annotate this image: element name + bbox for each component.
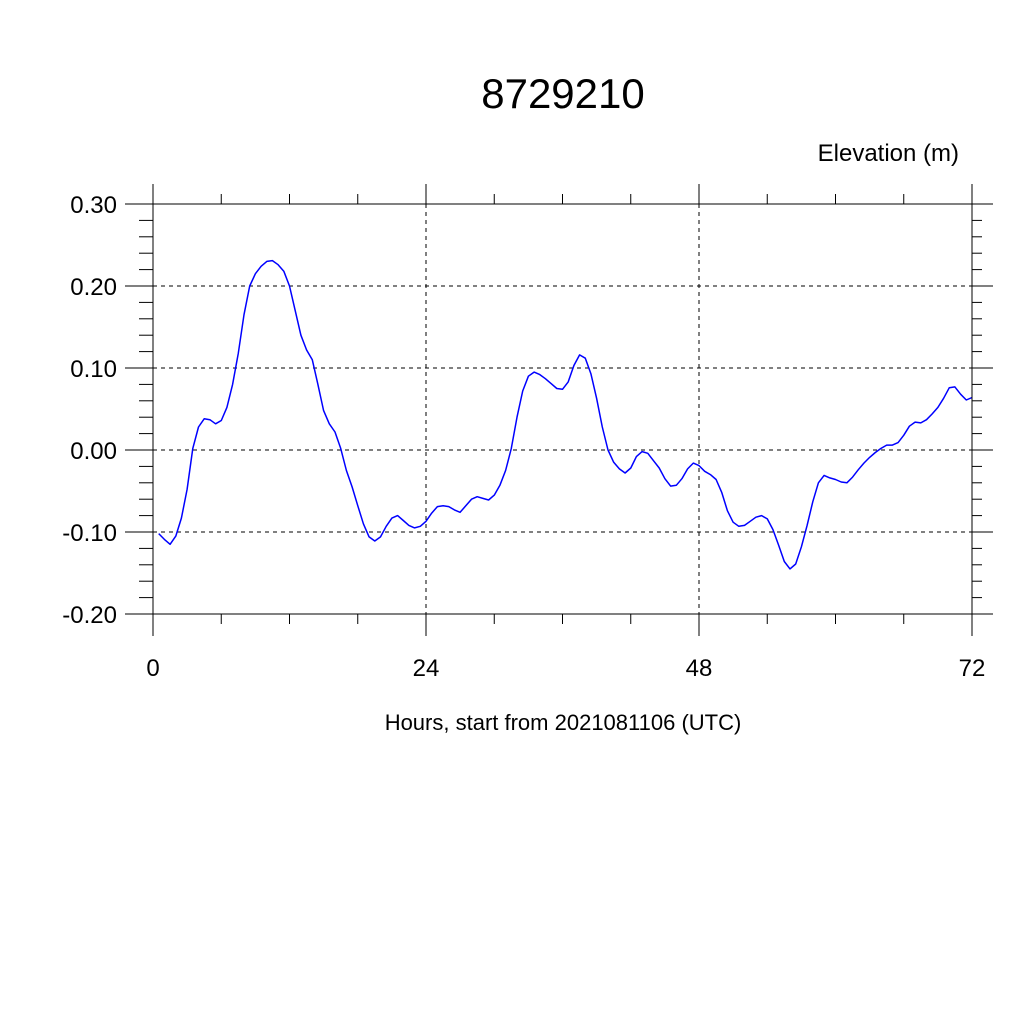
x-tick-label: 72	[959, 655, 986, 682]
chart-title: 8729210	[481, 70, 645, 117]
tick-labels: 0.30 0.20 0.10 0.00 -0.10 -0.20 0 24 48 72	[62, 192, 985, 682]
y-tick-label: 0.20	[70, 274, 117, 301]
y-tick-label: 0.10	[70, 356, 117, 383]
y-axis-label: Elevation (m)	[818, 140, 959, 167]
plot-frame	[152, 203, 973, 615]
x-tick-label: 0	[146, 655, 159, 682]
y-tick-label: -0.10	[62, 520, 117, 547]
y-tick-label: -0.20	[62, 602, 117, 629]
x-tick-label: 48	[686, 655, 713, 682]
series-layer	[158, 259, 973, 570]
y-tick-label: 0.00	[70, 438, 117, 465]
x-axis-label: Hours, start from 2021081106 (UTC)	[385, 710, 742, 735]
axis-ticks	[125, 184, 993, 636]
y-tick-label: 0.30	[70, 192, 117, 219]
x-tick-label: 24	[413, 655, 440, 682]
series-line	[158, 259, 973, 570]
